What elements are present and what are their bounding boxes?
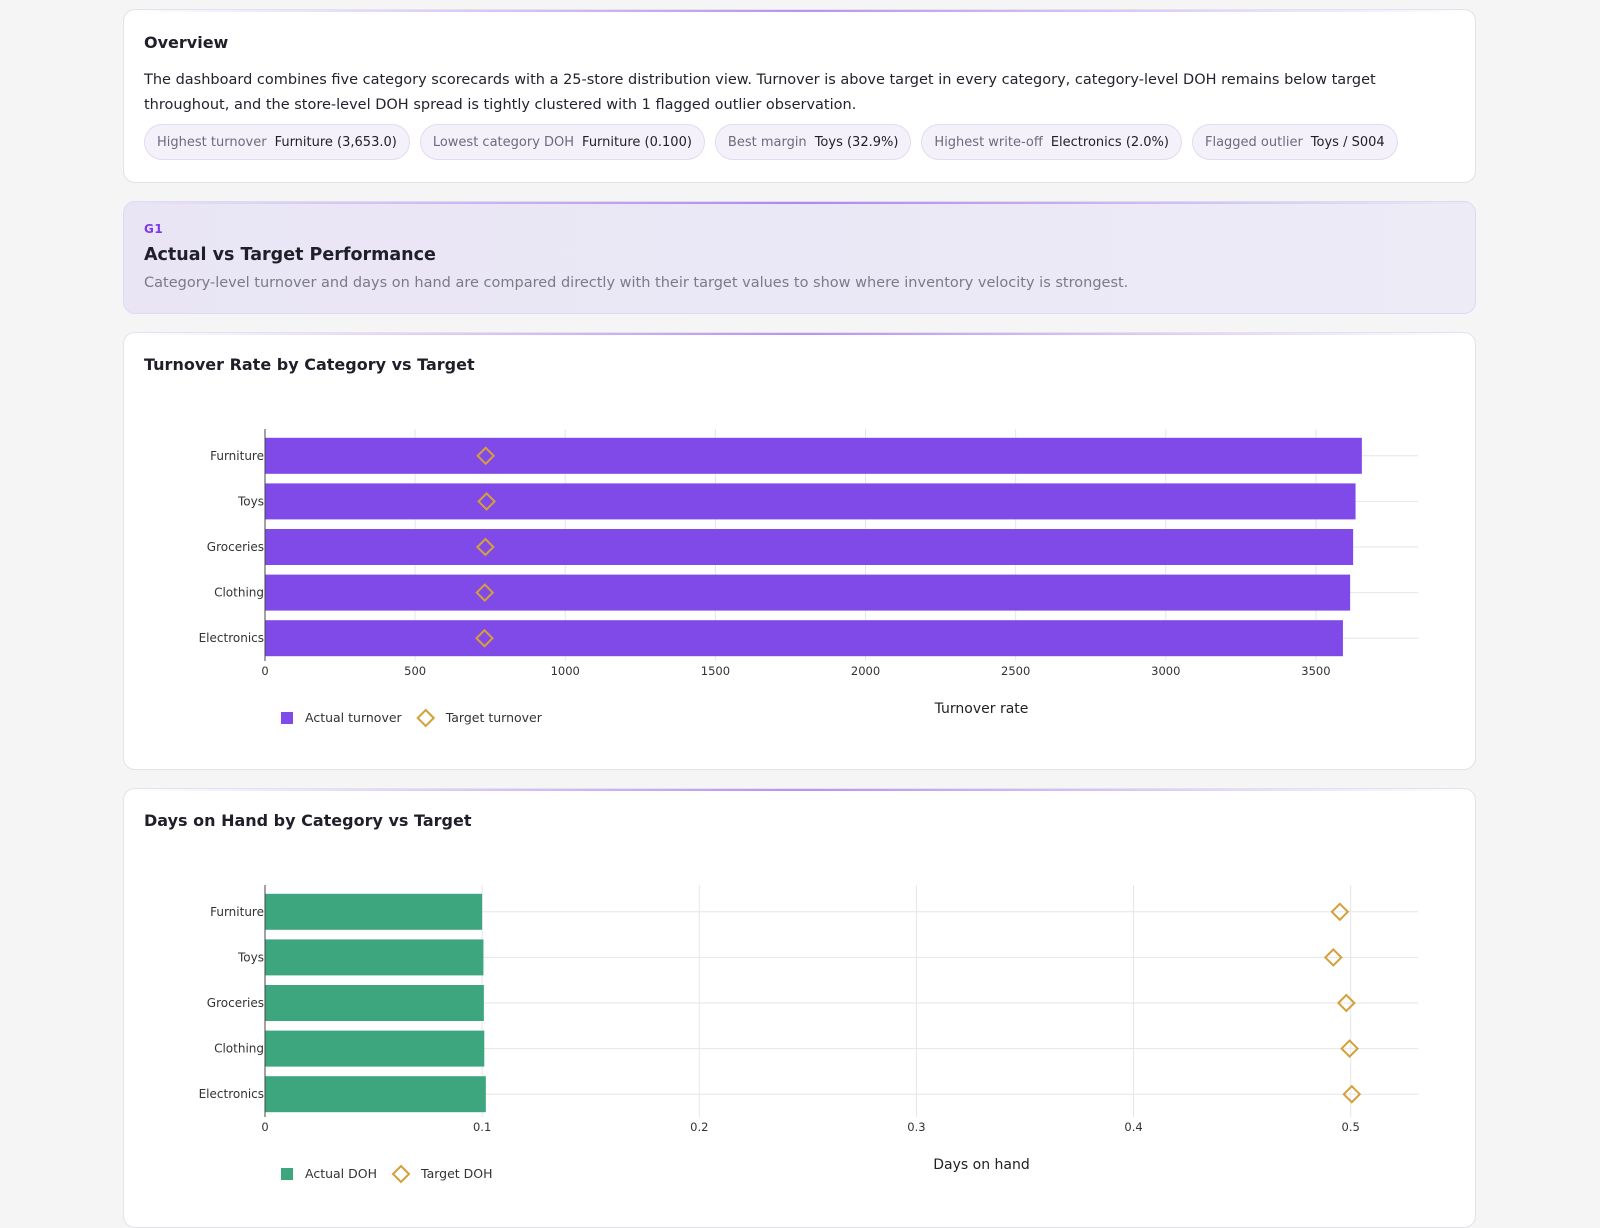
doh-x-tick-label: 0.3 [907, 1120, 925, 1134]
turnover-legend-swatch-target [416, 708, 436, 728]
chip-value: Toys / S004 [1310, 134, 1385, 150]
section-description: Category-level turnover and days on hand… [144, 275, 1129, 291]
chip-label: Lowest category DOH [432, 134, 575, 150]
doh-bar-toys [265, 939, 484, 976]
chip-label: Highest write-off [934, 134, 1043, 150]
doh-target-marker-clothing [1340, 1039, 1360, 1059]
doh-chart-card: Days on Hand by Category vs Target Furni… [123, 788, 1476, 1228]
chip-value: Furniture (3,653.0) [274, 134, 397, 150]
section-header-card: G1 Actual vs Target Performance Category… [123, 201, 1476, 314]
overview-card: Overview The dashboard combines five cat… [123, 9, 1476, 183]
turnover-x-tick-label: 3500 [1301, 664, 1330, 678]
turnover-x-axis-title: Turnover rate [934, 701, 1029, 717]
overview-text: The dashboard combines five category sco… [144, 72, 1376, 113]
turnover-chart-card: Turnover Rate by Category vs Target Furn… [123, 332, 1476, 770]
turnover-x-tick-label: 500 [404, 664, 426, 678]
turnover-target-marker-toys [477, 491, 497, 511]
turnover-legend-label-actual: Actual turnover [305, 710, 403, 725]
doh-x-tick-label: 0.1 [473, 1120, 491, 1134]
section-title: Actual vs Target Performance [144, 245, 436, 265]
doh-chart-title: Days on Hand by Category vs Target [144, 811, 472, 830]
turnover-target-marker-clothing [475, 583, 495, 603]
overview-chips: Highest turnover Furniture (3,653.0) Low… [144, 124, 1398, 160]
chip-label: Best margin [727, 134, 807, 150]
doh-target-marker-groceries [1336, 993, 1356, 1013]
chip-value: Toys (32.9%) [814, 134, 899, 150]
turnover-legend-swatch-actual [281, 712, 293, 724]
doh-x-tick-label: 0.4 [1124, 1120, 1142, 1134]
doh-bar-electronics [265, 1076, 486, 1113]
turnover-x-tick-label: 3000 [1151, 664, 1180, 678]
turnover-category-label: Toys [237, 494, 264, 508]
turnover-target-marker-electronics [475, 628, 494, 648]
doh-target-marker-furniture [1330, 902, 1350, 922]
turnover-target-marker-groceries [475, 537, 495, 557]
turnover-x-tick-label: 1000 [551, 664, 580, 678]
turnover-x-tick-label: 1500 [701, 664, 730, 678]
overview-title: Overview [144, 33, 229, 52]
doh-legend-swatch-target [391, 1164, 411, 1184]
doh-target-marker-toys [1323, 947, 1343, 967]
turnover-legend-label-target: Target turnover [445, 710, 543, 725]
chip-flagged-outlier: Flagged outlier Toys / S004 [1191, 124, 1398, 160]
doh-legend-label-actual: Actual DOH [305, 1166, 377, 1181]
doh-legend-swatch-actual [281, 1168, 293, 1180]
turnover-bar-toys [265, 483, 1356, 520]
chip-best-margin: Best margin Toys (32.9%) [714, 124, 912, 160]
turnover-category-label: Clothing [214, 586, 264, 600]
doh-category-label: Furniture [210, 905, 264, 919]
chip-value: Furniture (0.100) [582, 134, 692, 150]
chip-label: Flagged outlier [1204, 134, 1303, 150]
doh-legend-label-target: Target DOH [420, 1166, 493, 1181]
turnover-bar-groceries [265, 529, 1354, 565]
turnover-x-tick-label: 2500 [1001, 664, 1030, 678]
section-tag: G1 [144, 222, 164, 236]
doh-bar-furniture [265, 893, 483, 930]
turnover-chart: Furniture Toys Groceries Clothing Electronic… [199, 429, 1418, 728]
turnover-x-tick-label: 2000 [851, 664, 880, 678]
turnover-bar-clothing [265, 574, 1351, 611]
chip-lowest-category-doh: Lowest category DOH Furniture (0.100) [419, 124, 705, 160]
chip-label: Highest turnover [157, 134, 267, 150]
turnover-category-label: Groceries [207, 540, 264, 554]
doh-category-label: Groceries [207, 996, 264, 1010]
doh-x-tick-label: 0.2 [690, 1120, 708, 1134]
doh-target-marker-electronics [1342, 1084, 1362, 1104]
turnover-chart-title: Turnover Rate by Category vs Target [144, 355, 475, 374]
doh-bar-clothing [265, 1030, 485, 1067]
doh-x-tick-label: 0 [261, 1120, 268, 1134]
doh-category-label: Toys [237, 950, 264, 964]
chip-highest-write-off: Highest write-off Electronics (2.0%) [921, 124, 1182, 160]
turnover-bar-electronics [265, 620, 1343, 657]
turnover-bar-furniture [265, 437, 1362, 474]
doh-bar-groceries [265, 985, 484, 1021]
doh-x-tick-label: 0.5 [1342, 1120, 1360, 1134]
doh-x-axis-title: Days on hand [933, 1157, 1030, 1173]
turnover-x-tick-label: 0 [261, 664, 268, 678]
doh-chart: Furniture Toys Groceries Clothing Electronic… [199, 885, 1418, 1184]
turnover-category-label: Furniture [210, 449, 264, 463]
turnover-target-marker-furniture [476, 446, 496, 466]
turnover-category-label: Electronics [199, 631, 264, 645]
chip-highest-turnover: Highest turnover Furniture (3,653.0) [144, 124, 410, 160]
doh-category-label: Electronics [199, 1087, 264, 1101]
chip-value: Electronics (2.0%) [1050, 134, 1169, 150]
doh-category-label: Clothing [214, 1042, 264, 1056]
